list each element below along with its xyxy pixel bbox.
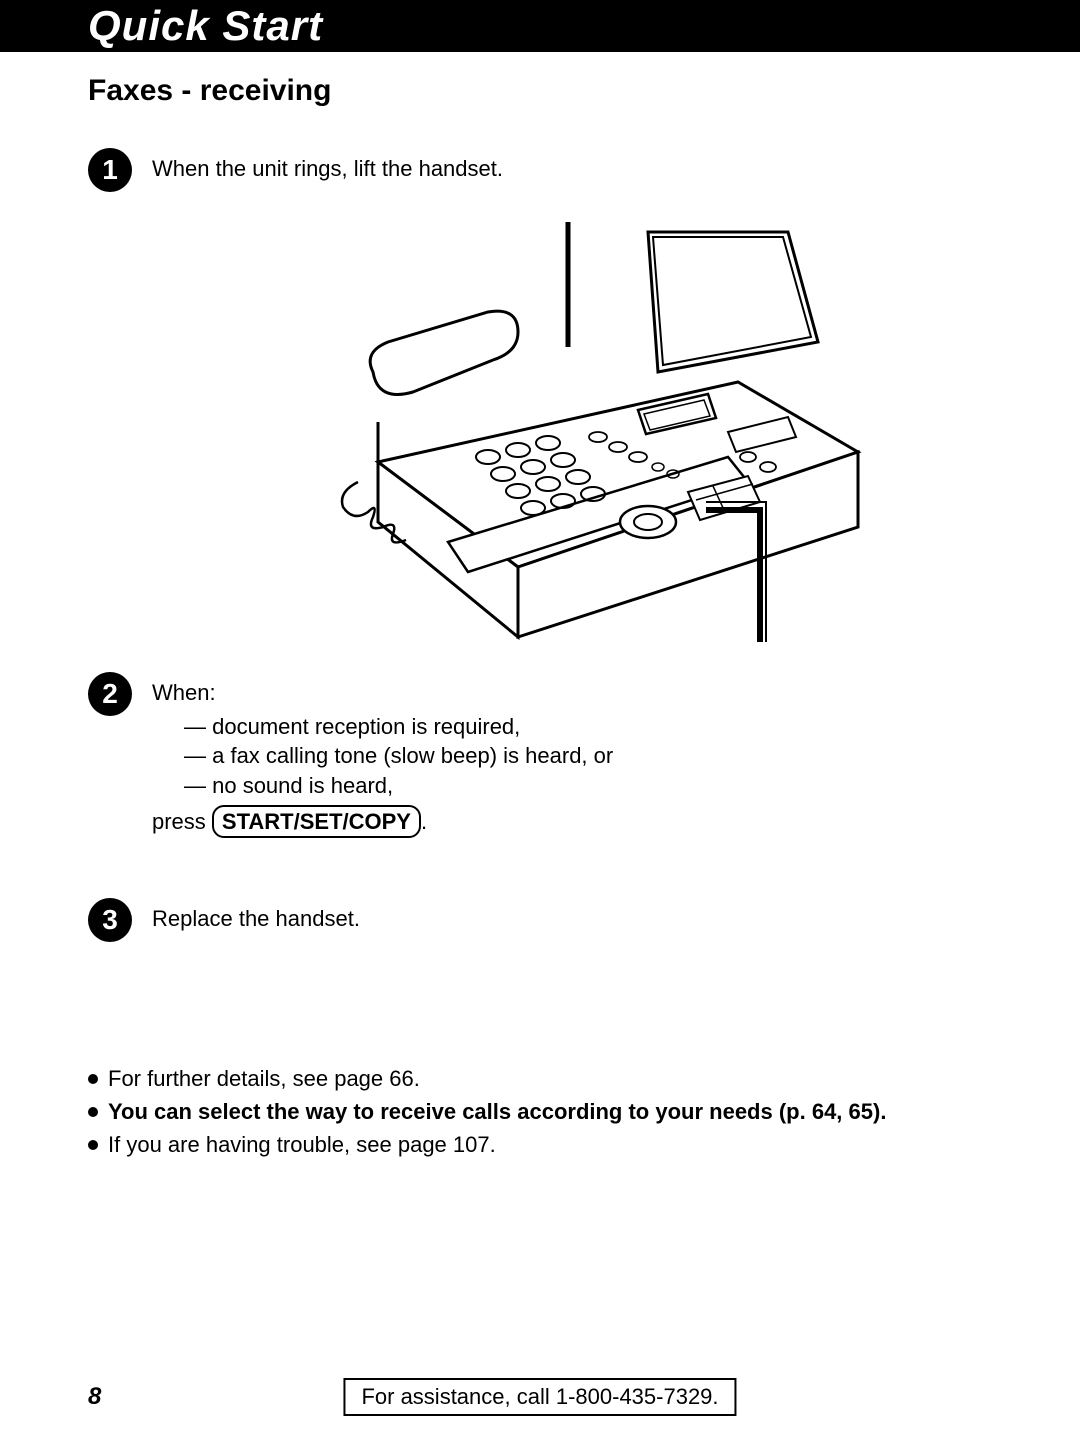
step-2-intro: When: — [152, 678, 613, 708]
step-badge-3: 3 — [88, 898, 132, 942]
step-2-line-3: — no sound is heard, — [152, 771, 613, 801]
notes-section: For further details, see page 66. You ca… — [88, 1062, 992, 1161]
fax-machine-svg — [318, 222, 878, 642]
header-title: Quick Start — [88, 2, 323, 50]
fax-machine-diagram — [318, 222, 878, 642]
page-number: 8 — [88, 1383, 101, 1411]
assistance-box: For assistance, call 1-800-435-7329. — [343, 1378, 736, 1416]
bullet-icon — [88, 1074, 98, 1084]
note-1-text: For further details, see page 66. — [108, 1066, 420, 1091]
step-2-line-2: — a fax calling tone (slow beep) is hear… — [152, 741, 613, 771]
step-2-press: press START/SET/COPY. — [152, 805, 613, 839]
note-2-text: You can select the way to receive calls … — [108, 1099, 886, 1124]
step-2-text: When: — document reception is required, … — [152, 672, 613, 838]
step-badge-2: 2 — [88, 672, 132, 716]
section-title: Faxes - receiving — [88, 74, 1080, 108]
note-3-text: If you are having trouble, see page 107. — [108, 1132, 496, 1157]
page-footer: 8 For assistance, call 1-800-435-7329. — [0, 1383, 1080, 1411]
start-set-copy-button-label: START/SET/COPY — [212, 805, 421, 839]
step-1: 1 When the unit rings, lift the handset. — [88, 148, 992, 192]
note-2: You can select the way to receive calls … — [88, 1095, 992, 1128]
press-prefix: press — [152, 809, 212, 834]
content-area: 1 When the unit rings, lift the handset. — [88, 108, 992, 1161]
step-2-line-1: — document reception is required, — [152, 712, 613, 742]
step-2: 2 When: — document reception is required… — [88, 672, 992, 838]
bullet-icon — [88, 1107, 98, 1117]
step-3-text: Replace the handset. — [152, 898, 360, 934]
bullet-icon — [88, 1140, 98, 1150]
step-badge-1: 1 — [88, 148, 132, 192]
step-3: 3 Replace the handset. — [88, 898, 992, 942]
step-1-text: When the unit rings, lift the handset. — [152, 148, 503, 184]
note-1: For further details, see page 66. — [88, 1062, 992, 1095]
note-3: If you are having trouble, see page 107. — [88, 1128, 992, 1161]
press-suffix: . — [421, 809, 427, 834]
header-bar: Quick Start — [0, 0, 1080, 52]
